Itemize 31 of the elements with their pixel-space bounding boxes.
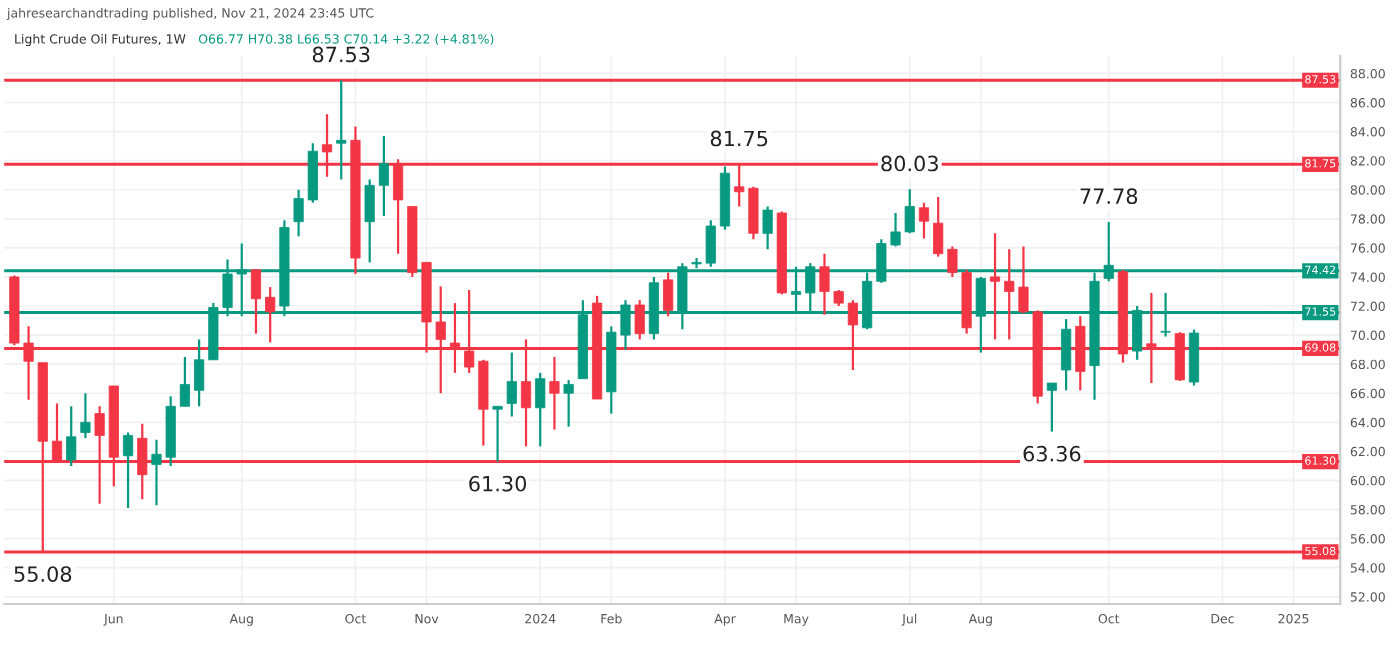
candlestick xyxy=(535,371,546,448)
candlestick xyxy=(378,134,389,217)
candlestick xyxy=(506,351,517,418)
candlestick xyxy=(265,286,276,344)
candlestick xyxy=(364,178,375,264)
candlestick xyxy=(80,392,91,440)
candlestick xyxy=(492,405,503,463)
candlestick xyxy=(1046,381,1057,433)
annotation: 55.08 xyxy=(14,566,72,582)
candlestick xyxy=(194,338,205,408)
candlestick xyxy=(122,431,134,510)
candlestick xyxy=(179,355,190,408)
candlestick xyxy=(293,188,304,238)
candlestick xyxy=(563,379,574,428)
annotation: 87.53 xyxy=(312,46,370,63)
candlestick xyxy=(918,201,930,240)
candlestick xyxy=(634,299,645,341)
candlestick xyxy=(762,205,773,251)
candlestick xyxy=(663,271,674,318)
candlestick xyxy=(989,232,1001,341)
candlestick xyxy=(1061,317,1072,392)
candlestick xyxy=(478,358,489,447)
candlestick xyxy=(66,405,77,468)
annotation: 81.75 xyxy=(710,130,768,147)
annotation: 77.78 xyxy=(1080,188,1138,205)
candlestick xyxy=(549,355,560,431)
candlestick xyxy=(336,79,347,181)
annotation: 61.30 xyxy=(469,475,527,492)
candlestick xyxy=(250,268,262,335)
annotation: 63.36 xyxy=(1023,445,1081,462)
annotation: 80.03 xyxy=(881,155,938,172)
